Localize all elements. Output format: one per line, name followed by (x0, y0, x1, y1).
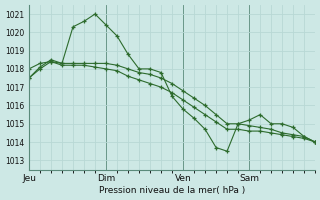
X-axis label: Pression niveau de la mer( hPa ): Pression niveau de la mer( hPa ) (99, 186, 245, 195)
